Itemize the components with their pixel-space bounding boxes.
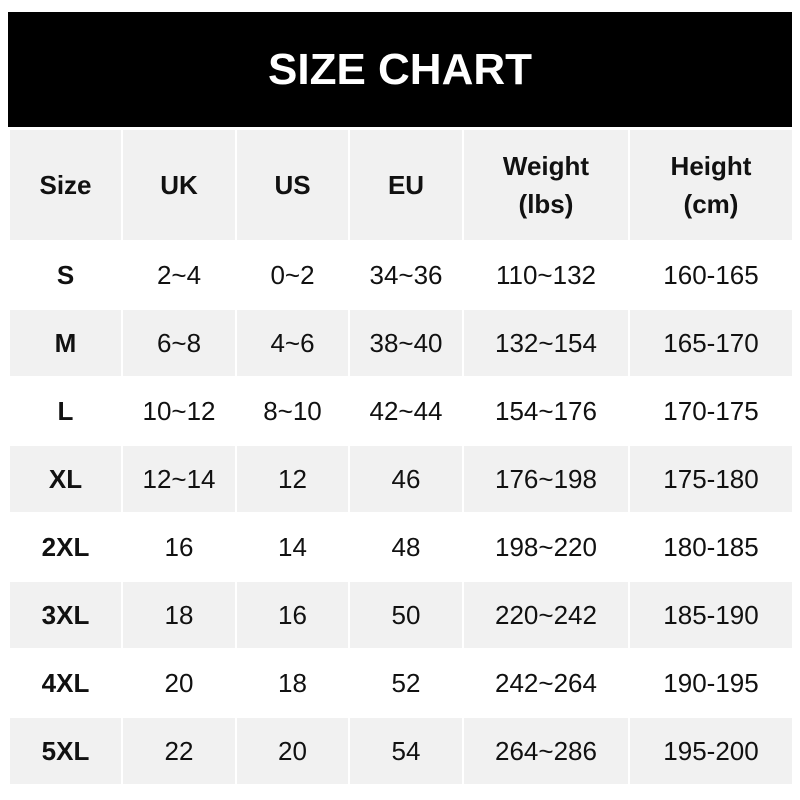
value-cell: 195-200 [628,716,794,786]
value-cell: 264~286 [462,716,630,786]
value-cell: 0~2 [235,240,350,310]
value-cell: 160-165 [628,240,794,310]
value-cell: 175-180 [628,444,794,514]
size-cell: 2XL [8,512,123,582]
size-cell: XL [8,444,123,514]
column-header: Height (cm) [628,128,794,242]
table-row: S 2~4 0~2 34~36 110~132 160-165 [8,240,794,310]
value-cell: 34~36 [348,240,464,310]
table-row: M 6~8 4~6 38~40 132~154 165-170 [8,308,794,378]
value-cell: 110~132 [462,240,630,310]
column-header: EU [348,128,464,242]
value-cell: 22 [121,716,237,786]
value-cell: 165-170 [628,308,794,378]
value-cell: 190-195 [628,648,794,718]
value-cell: 38~40 [348,308,464,378]
value-cell: 20 [235,716,350,786]
value-cell: 42~44 [348,376,464,446]
value-cell: 242~264 [462,648,630,718]
size-cell: 5XL [8,716,123,786]
value-cell: 20 [121,648,237,718]
value-cell: 10~12 [121,376,237,446]
column-header: US [235,128,350,242]
value-cell: 52 [348,648,464,718]
value-cell: 48 [348,512,464,582]
value-cell: 50 [348,580,464,650]
size-cell: S [8,240,123,310]
table-row: L 10~12 8~10 42~44 154~176 170-175 [8,376,794,446]
header-row: Size UK US EU Weight (lbs) Height (cm) [8,128,794,242]
table-row: 4XL 20 18 52 242~264 190-195 [8,648,794,718]
value-cell: 170-175 [628,376,794,446]
table-row: 3XL 18 16 50 220~242 185-190 [8,580,794,650]
value-cell: 6~8 [121,308,237,378]
value-cell: 14 [235,512,350,582]
value-cell: 16 [121,512,237,582]
table-row: 2XL 16 14 48 198~220 180-185 [8,512,794,582]
value-cell: 12 [235,444,350,514]
value-cell: 46 [348,444,464,514]
size-cell: 4XL [8,648,123,718]
size-cell: M [8,308,123,378]
value-cell: 198~220 [462,512,630,582]
value-cell: 132~154 [462,308,630,378]
value-cell: 8~10 [235,376,350,446]
table-row: XL 12~14 12 46 176~198 175-180 [8,444,794,514]
value-cell: 220~242 [462,580,630,650]
value-cell: 185-190 [628,580,794,650]
value-cell: 2~4 [121,240,237,310]
value-cell: 154~176 [462,376,630,446]
column-header: Size [8,128,123,242]
value-cell: 12~14 [121,444,237,514]
value-cell: 16 [235,580,350,650]
value-cell: 18 [235,648,350,718]
value-cell: 176~198 [462,444,630,514]
size-chart-table: Size UK US EU Weight (lbs) Height (cm) S 2~4 0~… [8,128,794,786]
column-header: UK [121,128,237,242]
size-cell: L [8,376,123,446]
value-cell: 18 [121,580,237,650]
table-row: 5XL 22 20 54 264~286 195-200 [8,716,794,786]
size-cell: 3XL [8,580,123,650]
page-title: SIZE CHART [8,12,792,127]
value-cell: 180-185 [628,512,794,582]
column-header: Weight (lbs) [462,128,630,242]
value-cell: 54 [348,716,464,786]
value-cell: 4~6 [235,308,350,378]
